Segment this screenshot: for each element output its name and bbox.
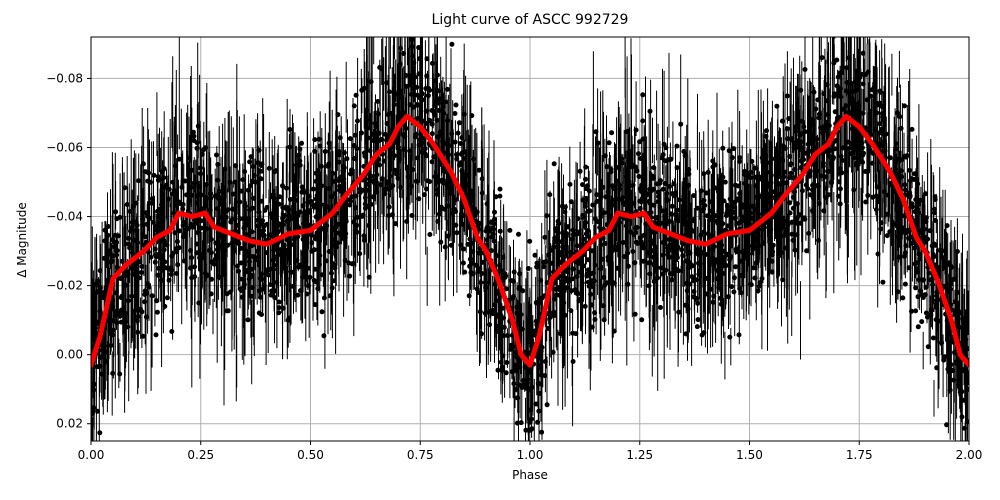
x-tick-label: 0.50	[297, 448, 324, 462]
x-axis-label: Phase	[512, 468, 548, 482]
x-tick-label: 1.50	[736, 448, 763, 462]
x-tick-label: 0.25	[187, 448, 214, 462]
model-curve	[91, 113, 969, 368]
y-tick-label: −0.02	[46, 279, 83, 293]
y-tick-label: −0.04	[46, 210, 83, 224]
x-tick-label: 1.00	[517, 448, 544, 462]
x-tick-label: 2.00	[956, 448, 983, 462]
y-tick-label: −0.08	[46, 71, 83, 85]
x-tick-label: 1.25	[626, 448, 653, 462]
x-tick-label: 0.75	[407, 448, 434, 462]
chart-title: Light curve of ASCC 992729	[431, 12, 629, 28]
observation-points	[91, 37, 969, 441]
x-axis-ticks: 0.00 0.25 0.50 0.75 1.00 1.25 1.50 1.75 2.00	[78, 441, 983, 462]
x-tick-label: 1.75	[846, 448, 873, 462]
x-tick-label: 0.00	[78, 448, 105, 462]
y-tick-label: 0.00	[56, 348, 83, 362]
y-axis-ticks: −0.08 −0.06 −0.04 −0.02 0.00 0.02	[46, 71, 91, 431]
y-tick-label: −0.06	[46, 140, 83, 154]
y-tick-label: 0.02	[56, 417, 83, 431]
